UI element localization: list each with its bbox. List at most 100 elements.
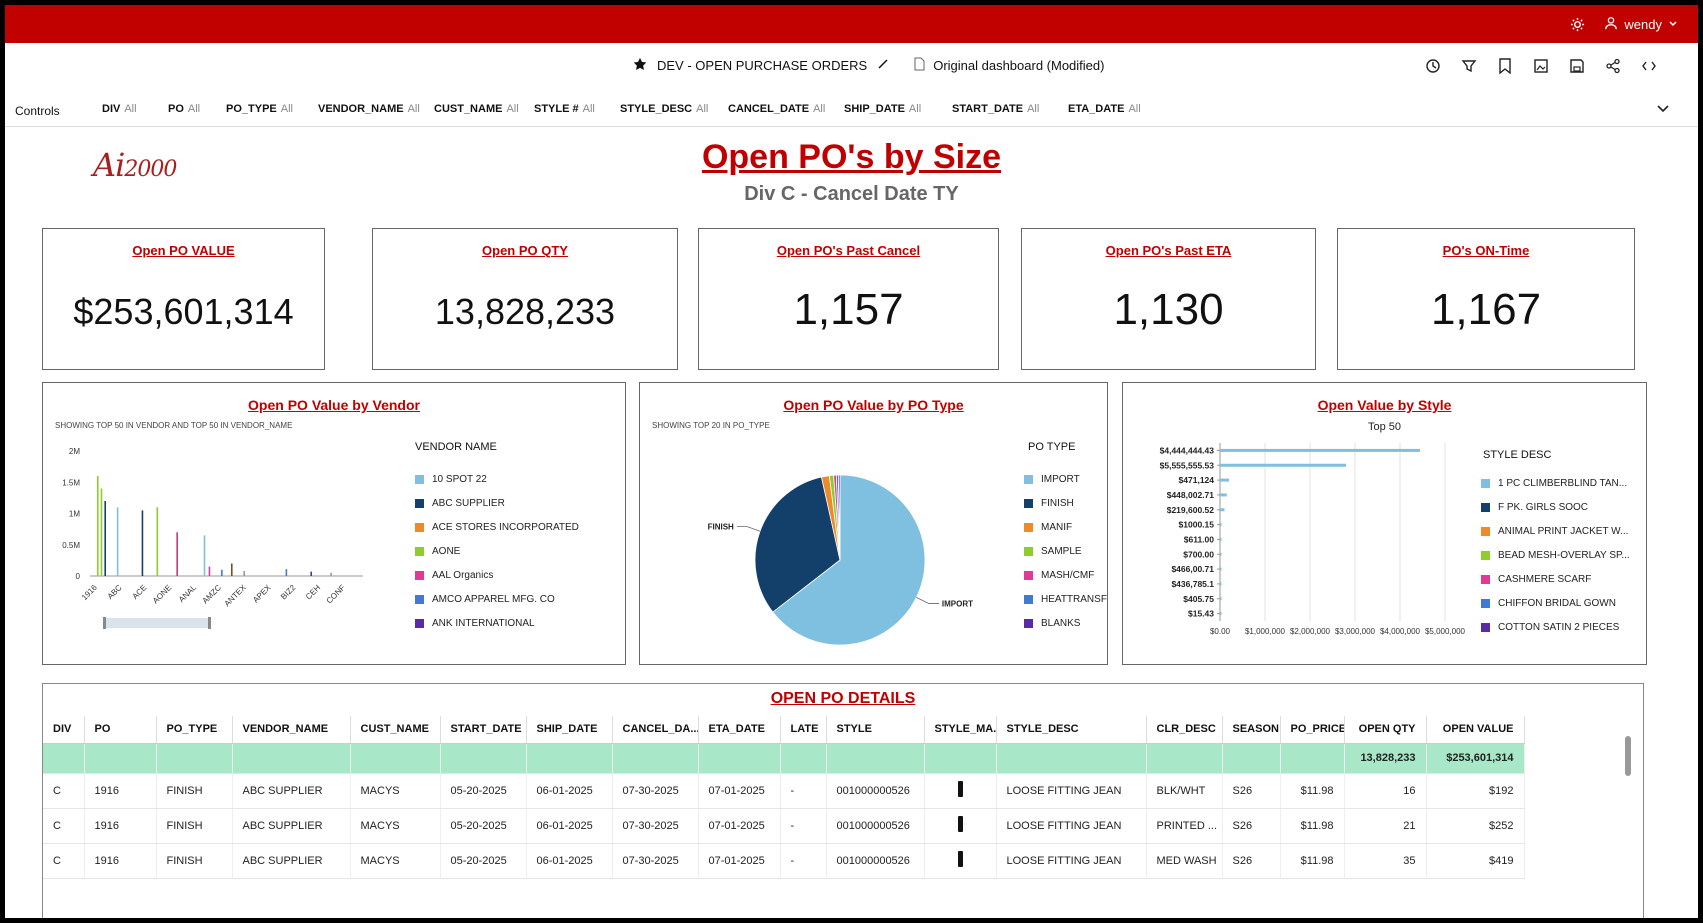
column-header[interactable]: STYLE_MA...	[924, 716, 997, 744]
filter-control[interactable]: STYLE_DESC All	[620, 103, 728, 115]
column-header[interactable]: PO_TYPE	[156, 716, 233, 744]
filter-control[interactable]: PO All	[168, 103, 226, 115]
vendor-bar[interactable]	[230, 563, 233, 577]
column-header[interactable]: SEASON	[1222, 716, 1281, 744]
gear-icon[interactable]	[1568, 15, 1586, 33]
column-header[interactable]: CLR_DESC	[1146, 716, 1223, 744]
style-bar[interactable]	[1220, 493, 1227, 497]
legend-item[interactable]: BLANKS	[1024, 611, 1107, 635]
image-icon[interactable]	[1532, 57, 1550, 75]
vendor-bar[interactable]	[116, 507, 119, 576]
style-bar[interactable]	[1220, 552, 1222, 556]
history-icon[interactable]	[1424, 57, 1442, 75]
vendor-bar[interactable]	[330, 572, 332, 576]
legend-item[interactable]: 10 SPOT 22	[415, 467, 579, 491]
legend-item[interactable]: ACE STORES INCORPORATED	[415, 515, 579, 539]
legend-item[interactable]: SAMPLE	[1024, 539, 1107, 563]
column-header[interactable]: STYLE	[826, 716, 925, 744]
vendor-bar[interactable]	[176, 532, 178, 576]
vendor-bar-chart[interactable]: 0 0.5M 1M 1.5M 2M 1916 ABC ACE AONE ANAL AMZC ANTEX…	[48, 433, 398, 663]
style-bar-chart[interactable]: $0.00 $1,000,000 $2,000,000 $3,000,000 $4,00…	[1125, 438, 1470, 658]
vendor-bar[interactable]	[203, 535, 206, 576]
style-bar[interactable]	[1220, 567, 1222, 571]
legend-item[interactable]: ANK INTERNATIONAL	[415, 611, 579, 635]
chart-title[interactable]: Open Value by Style	[1317, 397, 1452, 413]
legend-item[interactable]: ABC SUPPLIER	[415, 491, 579, 515]
filter-control[interactable]: VENDOR_NAME All	[318, 103, 434, 115]
table-row[interactable]: C 1916 FINISH ABC SUPPLIER MACYS 05-20-2025 06…	[43, 773, 1525, 809]
filter-control[interactable]: ETA_DATE All	[1068, 103, 1148, 115]
legend-item[interactable]: AONE	[415, 539, 579, 563]
style-bar[interactable]	[1220, 597, 1222, 601]
style-image-thumbnail[interactable]	[957, 851, 963, 867]
legend-item[interactable]: HEATTRANSF	[1024, 587, 1107, 611]
column-header[interactable]: PO_PRICE	[1280, 716, 1345, 744]
share-icon[interactable]	[1604, 57, 1622, 75]
vendor-bar[interactable]	[156, 507, 159, 576]
column-header[interactable]: PO	[84, 716, 157, 744]
chart-title[interactable]: Open PO Value by Vendor	[248, 397, 420, 413]
filter-control[interactable]: DIV All	[102, 103, 168, 115]
po-type-pie-chart[interactable]: FINISH IMPORT	[650, 433, 990, 663]
legend-item[interactable]: CASHMERE SCARF	[1481, 567, 1630, 591]
range-handle-left[interactable]	[103, 617, 106, 629]
style-bar[interactable]	[1220, 612, 1222, 616]
kpi-title[interactable]: Open PO QTY	[482, 243, 568, 258]
embed-icon[interactable]	[1640, 57, 1658, 75]
column-header[interactable]: DIV	[43, 716, 85, 744]
table-title[interactable]: OPEN PO DETAILS	[770, 690, 916, 707]
legend-item[interactable]: ANIMAL PRINT JACKET W...	[1481, 519, 1630, 543]
vendor-bar[interactable]	[285, 569, 288, 576]
column-header[interactable]: CANCEL_DA...	[612, 716, 699, 744]
filter-icon[interactable]	[1460, 57, 1478, 75]
legend-item[interactable]: CHIFFON BRIDAL GOWN	[1481, 591, 1630, 615]
vendor-bar[interactable]	[104, 501, 107, 576]
column-header[interactable]: SHIP_DATE	[526, 716, 613, 744]
legend-item[interactable]: MASH/CMF	[1024, 563, 1107, 587]
column-header[interactable]: ETA_DATE	[698, 716, 781, 744]
style-image-thumbnail[interactable]	[957, 781, 963, 797]
filter-control[interactable]: SHIP_DATE All	[844, 103, 952, 115]
legend-item[interactable]: FINISH	[1024, 491, 1107, 515]
vendor-bar[interactable]	[310, 571, 312, 576]
range-handle-right[interactable]	[208, 617, 211, 629]
style-bar[interactable]	[1220, 582, 1222, 586]
filter-control[interactable]: CANCEL_DATE All	[728, 103, 844, 115]
filter-control[interactable]: START_DATE All	[952, 103, 1068, 115]
chevron-down-icon[interactable]	[1656, 101, 1670, 118]
edit-icon[interactable]	[877, 58, 889, 73]
column-header[interactable]: STYLE_DESC	[996, 716, 1147, 744]
vendor-bar[interactable]	[243, 571, 245, 576]
style-bar[interactable]	[1220, 463, 1346, 467]
kpi-title[interactable]: Open PO VALUE	[132, 243, 235, 258]
legend-item[interactable]: IMPORT	[1024, 467, 1107, 491]
style-bar[interactable]	[1220, 508, 1225, 512]
legend-item[interactable]: AAL Organics	[415, 563, 579, 587]
style-bar[interactable]	[1220, 478, 1229, 482]
bookmark-icon[interactable]	[1496, 57, 1514, 75]
user-menu[interactable]: wendy	[1604, 16, 1678, 33]
legend-item[interactable]: 1 PC CLIMBERBLIND TAN...	[1481, 471, 1630, 495]
scrollbar-thumb[interactable]	[1625, 736, 1631, 776]
column-header[interactable]: CUST_NAME	[350, 716, 441, 744]
legend-item[interactable]: MANIF	[1024, 515, 1107, 539]
kpi-title[interactable]: Open PO's Past Cancel	[776, 243, 921, 258]
column-header[interactable]: LATE	[780, 716, 827, 744]
style-image-thumbnail[interactable]	[957, 816, 963, 832]
legend-item[interactable]: AMCO APPAREL MFG. CO	[415, 587, 579, 611]
star-icon[interactable]	[633, 57, 647, 74]
table-row[interactable]: C 1916 FINISH ABC SUPPLIER MACYS 05-20-2025 06…	[43, 808, 1525, 844]
dashboard-version[interactable]: Original dashboard (Modified)	[933, 58, 1105, 73]
save-icon[interactable]	[1568, 57, 1586, 75]
legend-item[interactable]: COTTON SATIN 2 PIECES	[1481, 615, 1630, 639]
column-header[interactable]: OPEN VALUE	[1426, 716, 1525, 744]
style-bar[interactable]	[1220, 537, 1222, 541]
kpi-title[interactable]: PO's ON-Time	[1442, 243, 1530, 258]
vendor-bar[interactable]	[96, 476, 99, 576]
column-header[interactable]: OPEN QTY	[1344, 716, 1427, 744]
vendor-bar[interactable]	[208, 566, 211, 576]
column-header[interactable]: START_DATE	[440, 716, 527, 744]
filter-control[interactable]: PO_TYPE All	[226, 103, 318, 115]
range-slider[interactable]	[103, 618, 211, 628]
table-row[interactable]: C 1916 FINISH ABC SUPPLIER MACYS 05-20-2025 06…	[43, 843, 1525, 879]
